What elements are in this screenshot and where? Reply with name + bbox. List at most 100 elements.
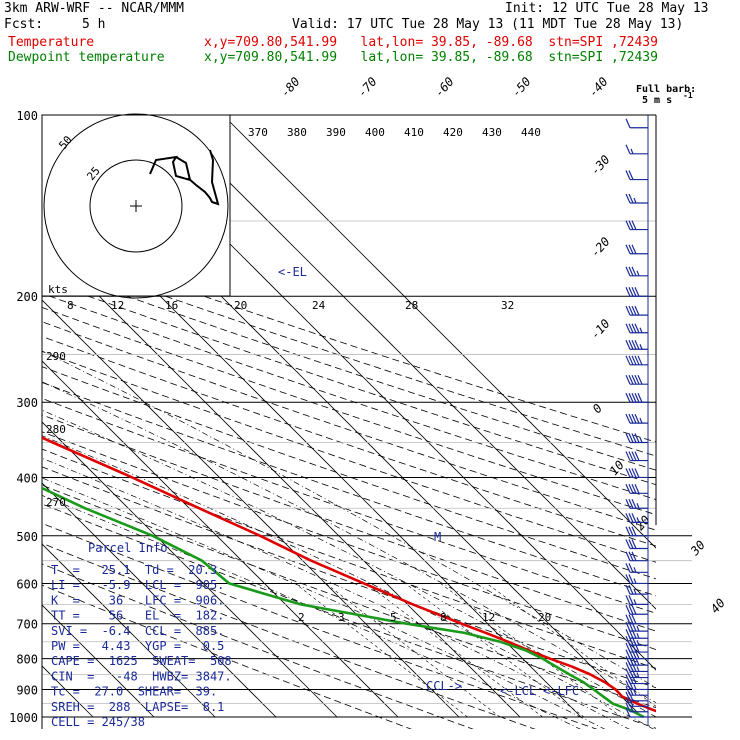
- theta-label: 380: [287, 126, 307, 139]
- wind-barb-half: [633, 578, 637, 584]
- wind-barb: [625, 595, 648, 605]
- dry-adiabat-line: [42, 503, 656, 729]
- isotherm-label: -60: [432, 75, 457, 100]
- wind-barb-half: [636, 672, 640, 678]
- wind-barb-flag: [637, 355, 643, 366]
- theta-label-bottom: 290: [46, 350, 66, 363]
- pressure-label: 400: [16, 471, 38, 485]
- wind-barb-half: [633, 599, 637, 605]
- wind-barb-flag: [631, 539, 637, 549]
- hodograph-trace: [149, 149, 220, 206]
- wind-barb: [625, 707, 648, 718]
- wind-barb: [625, 584, 648, 595]
- isotherm-line: [161, 115, 656, 610]
- wind-barb-flag: [628, 498, 634, 509]
- wind-barb-flag: [625, 649, 631, 659]
- mixing-ratio-label: 8: [440, 611, 447, 624]
- wind-barb-flag: [634, 305, 640, 316]
- dry-adiabat-line: [42, 239, 656, 443]
- wind-barb: [625, 539, 648, 550]
- wind-barb: [625, 642, 648, 653]
- wind-barb-flag: [625, 220, 631, 230]
- isotherm-line: [42, 299, 460, 718]
- wind-barb-half: [636, 666, 640, 672]
- parcel-info-row: CELL = 245/38: [51, 715, 145, 729]
- theta-label: 370: [248, 126, 268, 139]
- wind-barb-flag: [625, 392, 631, 403]
- theta-label: 430: [482, 126, 502, 139]
- wind-barb: [625, 193, 648, 204]
- dry-adiabat-line: [42, 381, 656, 597]
- dewpoint-legend-info: x,y=709.80,541.99 lat,lon= 39.85, -89.68…: [204, 50, 658, 65]
- parcel-info-row: CAPE = 1625 SWEAT= 508: [51, 654, 232, 668]
- wind-barb-flag: [625, 118, 631, 128]
- wind-barb: [625, 468, 648, 479]
- wind-barb: [625, 574, 648, 585]
- wind-barb-half: [639, 344, 643, 350]
- forecast-hour: 5 h: [82, 17, 106, 32]
- wind-barb-half: [633, 567, 637, 573]
- wind-barb-flag: [625, 574, 631, 584]
- wind-barb-flag: [628, 220, 634, 230]
- wind-barb: [625, 498, 648, 509]
- model-title: 3km ARW-WRF -- NCAR/MMM: [4, 1, 185, 16]
- wind-barb-flag: [625, 668, 631, 678]
- wind-barb-flag: [628, 244, 634, 254]
- wind-barb-flag: [628, 286, 634, 297]
- wind-barb-flag: [634, 355, 640, 366]
- theta-label-bottom: 270: [46, 496, 66, 509]
- wind-barb-flag: [625, 691, 631, 702]
- wind-barb-flag: [625, 642, 631, 653]
- moist-adiabat-line: [42, 435, 655, 729]
- ccl-annotation: CCL->: [426, 679, 462, 693]
- wind-barb-flag: [634, 484, 640, 494]
- wind-barb-flag: [628, 574, 634, 584]
- wind-barb: [625, 374, 648, 385]
- wind-barb-flag: [637, 374, 643, 385]
- wind-barb-flag: [625, 551, 631, 561]
- hodograph-units: kts: [48, 283, 68, 296]
- wind-barb-flag: [631, 498, 637, 509]
- wind-barb: [625, 702, 648, 713]
- wind-barb-flag: [625, 636, 631, 646]
- hodograph-speed-label: 28: [405, 299, 418, 312]
- isotherm-label: -80: [278, 75, 303, 100]
- theta-label: 420: [443, 126, 463, 139]
- wind-barb-half: [639, 417, 643, 424]
- wind-barb: [625, 526, 648, 537]
- wind-barb-flag: [634, 451, 640, 461]
- isotherm-line: [42, 543, 216, 718]
- wind-barb-flag: [631, 323, 637, 334]
- isotherm-label: -50: [509, 75, 534, 100]
- dry-adiabat-line: [42, 279, 656, 486]
- wind-barb-half: [636, 270, 640, 277]
- mixing-ratio-line: [486, 583, 656, 707]
- moist-adiabat-line: [42, 409, 656, 718]
- temperature-line: [42, 436, 656, 713]
- wind-barb-flag: [634, 468, 640, 478]
- wind-barb-flag: [625, 433, 631, 443]
- wind-barb: [625, 340, 648, 350]
- isotherm-label: -10: [588, 317, 613, 342]
- wind-barb-flag: [625, 629, 631, 639]
- wind-barb-flag: [625, 170, 631, 180]
- wind-barb-half: [636, 503, 640, 509]
- pressure-label: 900: [16, 683, 38, 697]
- parcel-info-row: T = 25.1 Td = 20.3: [51, 563, 217, 577]
- pressure-label: 500: [16, 530, 38, 544]
- wind-barb-flag: [631, 551, 637, 561]
- theta-label-bottom: 280: [46, 423, 66, 436]
- dry-adiabat-line: [42, 563, 474, 729]
- isotherm-label: -30: [588, 153, 613, 178]
- hodograph-speed-label: 12: [111, 299, 124, 312]
- wind-barb-flag: [628, 340, 634, 350]
- full-barb-legend-line2: 5 m s: [642, 95, 672, 106]
- pressure-label: 600: [16, 577, 38, 591]
- theta-label: 440: [521, 126, 541, 139]
- pressure-label: 100: [16, 109, 38, 123]
- wind-barb-flag: [625, 323, 631, 334]
- wind-barb-flag: [625, 674, 631, 684]
- isotherm-line: [42, 482, 277, 718]
- pressure-label: 200: [16, 290, 38, 304]
- wind-barb-flag: [628, 539, 634, 549]
